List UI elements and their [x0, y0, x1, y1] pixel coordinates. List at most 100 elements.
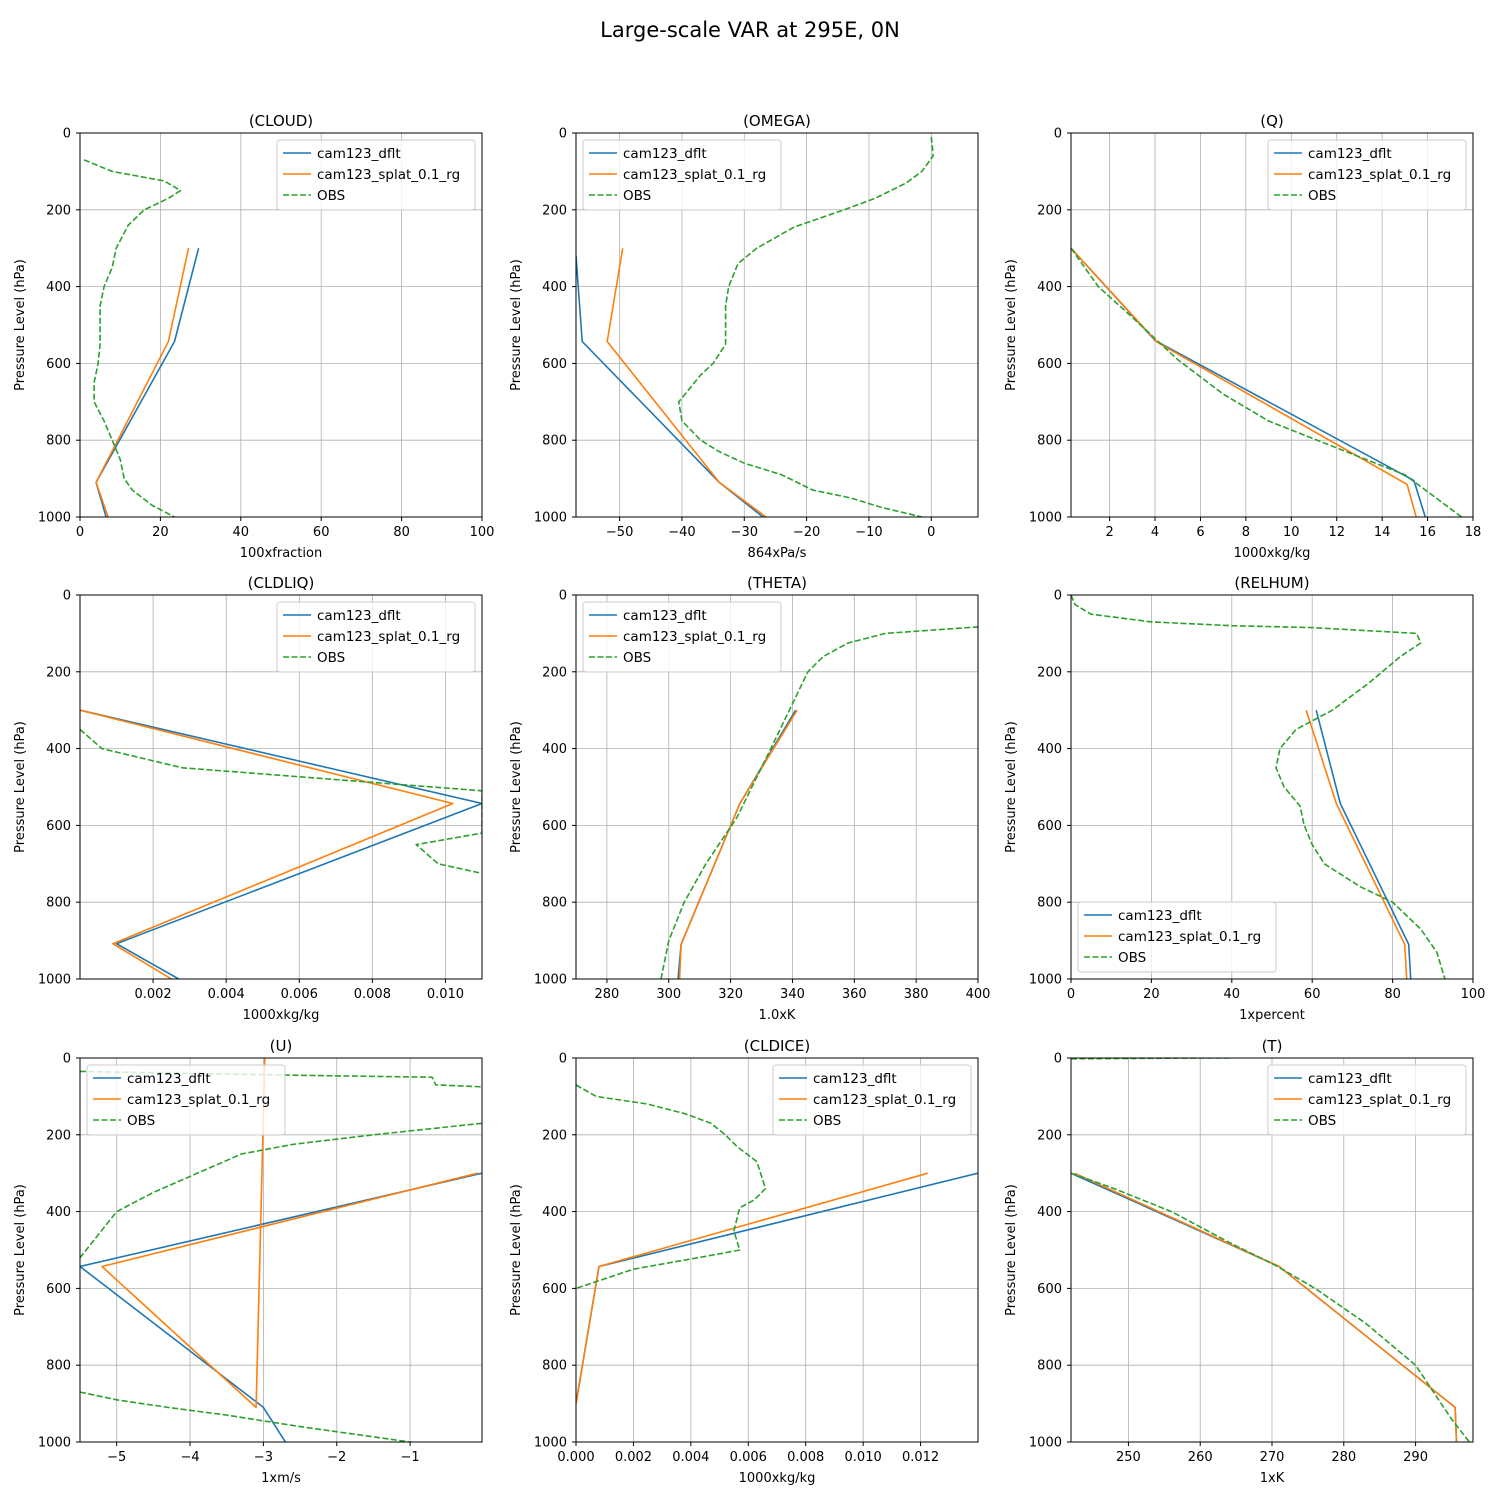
y-tick-label: 200: [542, 203, 567, 218]
y-tick-label: 600: [1037, 819, 1062, 834]
x-tick-label: −1: [401, 1450, 420, 1465]
y-axis-label: Pressure Level (hPa): [509, 1184, 524, 1316]
y-tick-label: 800: [542, 434, 567, 449]
axes-frame: [1070, 594, 1474, 980]
y-axis-label: Pressure Level (hPa): [1004, 259, 1019, 391]
y-axis-label: Pressure Level (hPa): [1004, 1184, 1019, 1316]
legend-label: cam123_splat_0.1_rg: [317, 167, 460, 183]
x-tick-label: 250: [1116, 1450, 1141, 1465]
x-tick-label: 290: [1403, 1450, 1428, 1465]
chart-panel: 0 20 40 60 80 10002004006008001000(RELHUM)1xp…: [1004, 574, 1485, 1023]
x-tick-label: 0: [927, 525, 935, 540]
series-line-cam123-dflt: [95, 247, 200, 517]
y-tick-label: 0: [559, 589, 567, 604]
y-tick-label: 600: [542, 819, 567, 834]
y-tick-label: 800: [1037, 434, 1062, 449]
x-tick-label: 320: [718, 987, 743, 1002]
legend-label: OBS: [813, 1113, 841, 1129]
x-tick-label: 0: [76, 525, 84, 540]
legend-label: cam123_dflt: [317, 146, 401, 162]
x-tick-label: 270: [1260, 1450, 1285, 1465]
y-tick-label: 600: [1037, 357, 1062, 372]
y-tick-label: 0: [1054, 127, 1062, 142]
legend-box: [276, 601, 476, 673]
y-tick-label: 600: [46, 819, 71, 834]
legend-box: [1267, 139, 1467, 211]
x-tick-label: 40: [233, 525, 250, 540]
series-line-cam123-dflt: [1315, 709, 1412, 979]
legend-label: cam123_dflt: [623, 608, 707, 624]
x-tick-label: 300: [656, 987, 681, 1002]
y-tick-label: 1000: [38, 973, 71, 988]
legend: cam123_dflt cam123_splat_0.1_rg OBS: [276, 601, 476, 673]
figure-title: Large-scale VAR at 295E, 0N: [600, 18, 900, 42]
legend-label: OBS: [1118, 950, 1146, 966]
legend-box: [582, 139, 782, 211]
chart-panel: −50 −40 −30 −20 −10 0 0 200 400 600 800 1000 (OMEGA)…: [509, 112, 979, 561]
legend: cam123_dflt cam123_splat_0.1_rg OBS: [1267, 1064, 1467, 1136]
legend-label: cam123_dflt: [813, 1071, 897, 1087]
x-tick-label: −20: [793, 525, 820, 540]
y-tick-label: 1000: [1029, 1436, 1062, 1451]
legend-label: cam123_splat_0.1_rg: [317, 629, 460, 645]
y-tick-label: 600: [46, 1282, 71, 1297]
y-tick-label: 800: [46, 434, 71, 449]
panel-title: (U): [270, 1037, 293, 1055]
x-tick-label: 100: [1461, 987, 1486, 1002]
legend-box: [86, 1064, 286, 1136]
series-line-obs: [1071, 1172, 1471, 1442]
y-tick-label: 0: [1054, 589, 1062, 604]
chart-panel: 250 260 270 280 290 0 200 400 600 800 1000 (T) 1xK Pr…: [1004, 1037, 1474, 1486]
chart-panel: 0 20 40 60 80 10002004006008001000(CLOUD)100x…: [13, 112, 494, 561]
series-line-obs: [1071, 1058, 1229, 1060]
series-group: [1071, 595, 1446, 979]
x-tick-label: 20: [1143, 987, 1160, 1002]
x-tick-label: 0: [1067, 987, 1075, 1002]
legend-label: cam123_dflt: [1308, 146, 1392, 162]
panel-title: (CLDICE): [744, 1037, 810, 1055]
series-group: [83, 159, 200, 517]
y-tick-label: 600: [542, 1282, 567, 1297]
x-tick-label: 0.012: [902, 1450, 939, 1465]
y-tick-label: 0: [1054, 1052, 1062, 1067]
x-tick-label: 60: [313, 525, 330, 540]
series-group: [1071, 247, 1463, 517]
series-line-obs: [83, 159, 182, 517]
series-line-obs: [80, 1070, 482, 1088]
legend-box: [772, 1064, 972, 1136]
series-line-obs: [576, 1084, 767, 1290]
x-axis-label: 1000xkg/kg: [739, 1471, 816, 1486]
legend-box: [276, 139, 476, 211]
panel-title: (CLOUD): [249, 112, 313, 130]
y-tick-label: 200: [542, 1128, 567, 1143]
series-line-obs: [80, 1391, 411, 1442]
y-tick-label: 400: [46, 742, 71, 757]
x-axis-label: 1.0xK: [759, 1008, 796, 1023]
x-tick-label: 40: [1224, 987, 1241, 1002]
x-tick-label: 280: [1331, 1450, 1356, 1465]
x-tick-label: 8: [1242, 525, 1250, 540]
y-axis-label: Pressure Level (hPa): [13, 721, 28, 853]
series-line-cam123-dflt: [80, 709, 482, 979]
y-axis-label: Pressure Level (hPa): [509, 721, 524, 853]
legend-label: cam123_dflt: [127, 1071, 211, 1087]
y-tick-label: 1000: [1029, 511, 1062, 526]
x-tick-label: 260: [1188, 1450, 1213, 1465]
legend-label: OBS: [317, 650, 345, 666]
x-axis-label: 1xm/s: [261, 1471, 301, 1486]
legend-label: OBS: [623, 650, 651, 666]
y-tick-label: 200: [46, 203, 71, 218]
x-tick-label: 280: [595, 987, 620, 1002]
x-tick-label: 0.008: [354, 987, 391, 1002]
x-axis-label: 1000xkg/kg: [1234, 546, 1311, 561]
y-tick-label: 200: [1037, 665, 1062, 680]
y-tick-label: 400: [1037, 280, 1062, 295]
legend-label: cam123_splat_0.1_rg: [1308, 167, 1451, 183]
x-axis-label: 1000xkg/kg: [243, 1008, 320, 1023]
y-tick-label: 400: [46, 1205, 71, 1220]
y-tick-label: 600: [1037, 1282, 1062, 1297]
y-tick-label: 800: [46, 1359, 71, 1374]
y-tick-label: 800: [46, 896, 71, 911]
series-line-obs: [677, 136, 934, 517]
series-line-cam123-splat-0-1-rg: [95, 248, 190, 517]
